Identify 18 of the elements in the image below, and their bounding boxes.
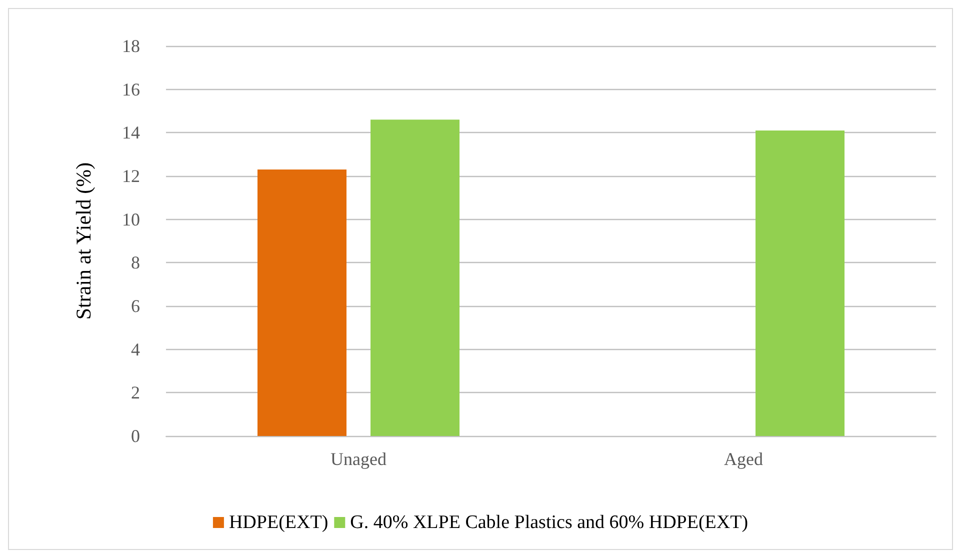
y-tick-label: 8 (131, 252, 140, 273)
y-tick-label: 10 (122, 209, 140, 230)
y-axis-title: Strain at Yield (%) (72, 162, 96, 320)
y-tick-label: 0 (131, 426, 140, 446)
y-tick-label: 18 (122, 36, 140, 56)
legend-label: HDPE(EXT) (228, 512, 328, 533)
y-tick-label: 6 (131, 296, 140, 316)
y-tick-label: 4 (131, 339, 140, 360)
bar (756, 130, 845, 436)
y-tick-label: 2 (131, 382, 140, 403)
y-tick-label: 14 (122, 122, 140, 143)
bar (257, 170, 346, 436)
x-tick-label: Unaged (330, 449, 386, 469)
bar (370, 120, 460, 436)
y-tick-label: 12 (122, 166, 140, 186)
y-tick-label: 16 (122, 79, 140, 100)
x-tick-label: Aged (724, 449, 763, 469)
legend-label: G. 40% XLPE Cable Plastics and 60% HDPE(EXT) (350, 512, 748, 533)
